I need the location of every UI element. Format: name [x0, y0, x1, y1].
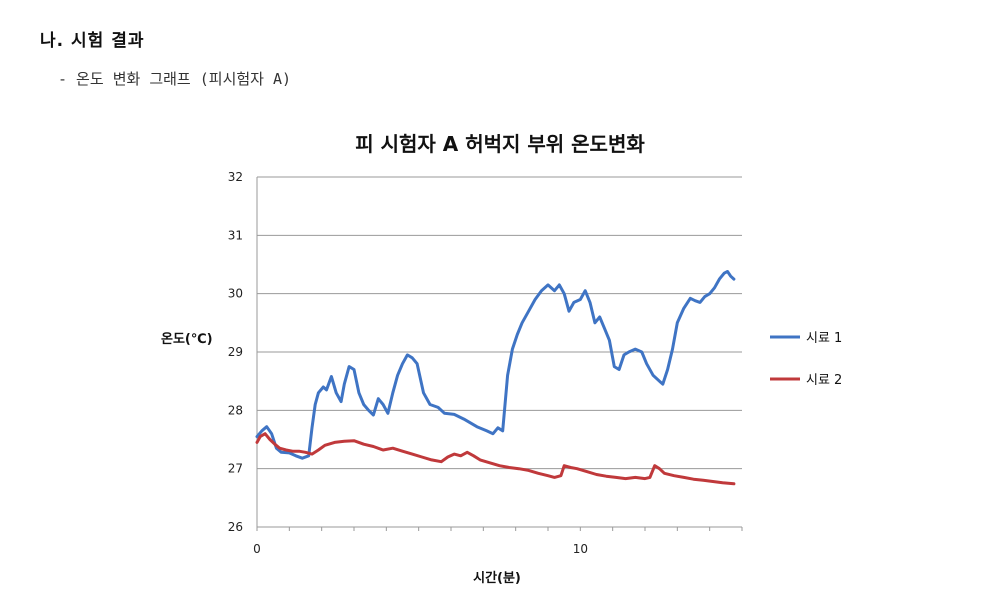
y-tick-label: 31: [228, 228, 243, 242]
chart-axes: [256, 177, 743, 531]
chart-ticks: 26 27 28 29 30 31 32 0 10: [228, 170, 588, 556]
legend-label-1: 시료 1: [806, 331, 842, 346]
y-tick-label: 27: [228, 462, 243, 476]
legend-label-2: 시료 2: [806, 373, 842, 388]
y-tick-label: 28: [228, 403, 243, 417]
chart-legend: 시료 1 시료 2: [770, 331, 842, 388]
chart-title: 피 시험자 A 허벅지 부위 온도변화: [355, 132, 645, 156]
series-line-1: [255, 270, 736, 460]
chart-grid: [257, 176, 742, 528]
x-tick-label: 0: [253, 542, 261, 556]
section-heading: 나. 시험 결과: [40, 31, 145, 51]
chart-series: [255, 270, 736, 486]
section-subheading: - 온도 변화 그래프 (피시험자 A): [58, 70, 292, 88]
y-tick-label: 26: [228, 520, 243, 534]
y-axis-label: 온도(℃): [161, 332, 213, 347]
x-axis-label: 시간(분): [473, 570, 521, 586]
y-tick-label: 30: [228, 287, 243, 301]
x-tick-label: 10: [573, 542, 588, 556]
series-line-2: [255, 432, 736, 486]
y-tick-label: 32: [228, 170, 243, 184]
y-tick-label: 29: [228, 345, 243, 359]
